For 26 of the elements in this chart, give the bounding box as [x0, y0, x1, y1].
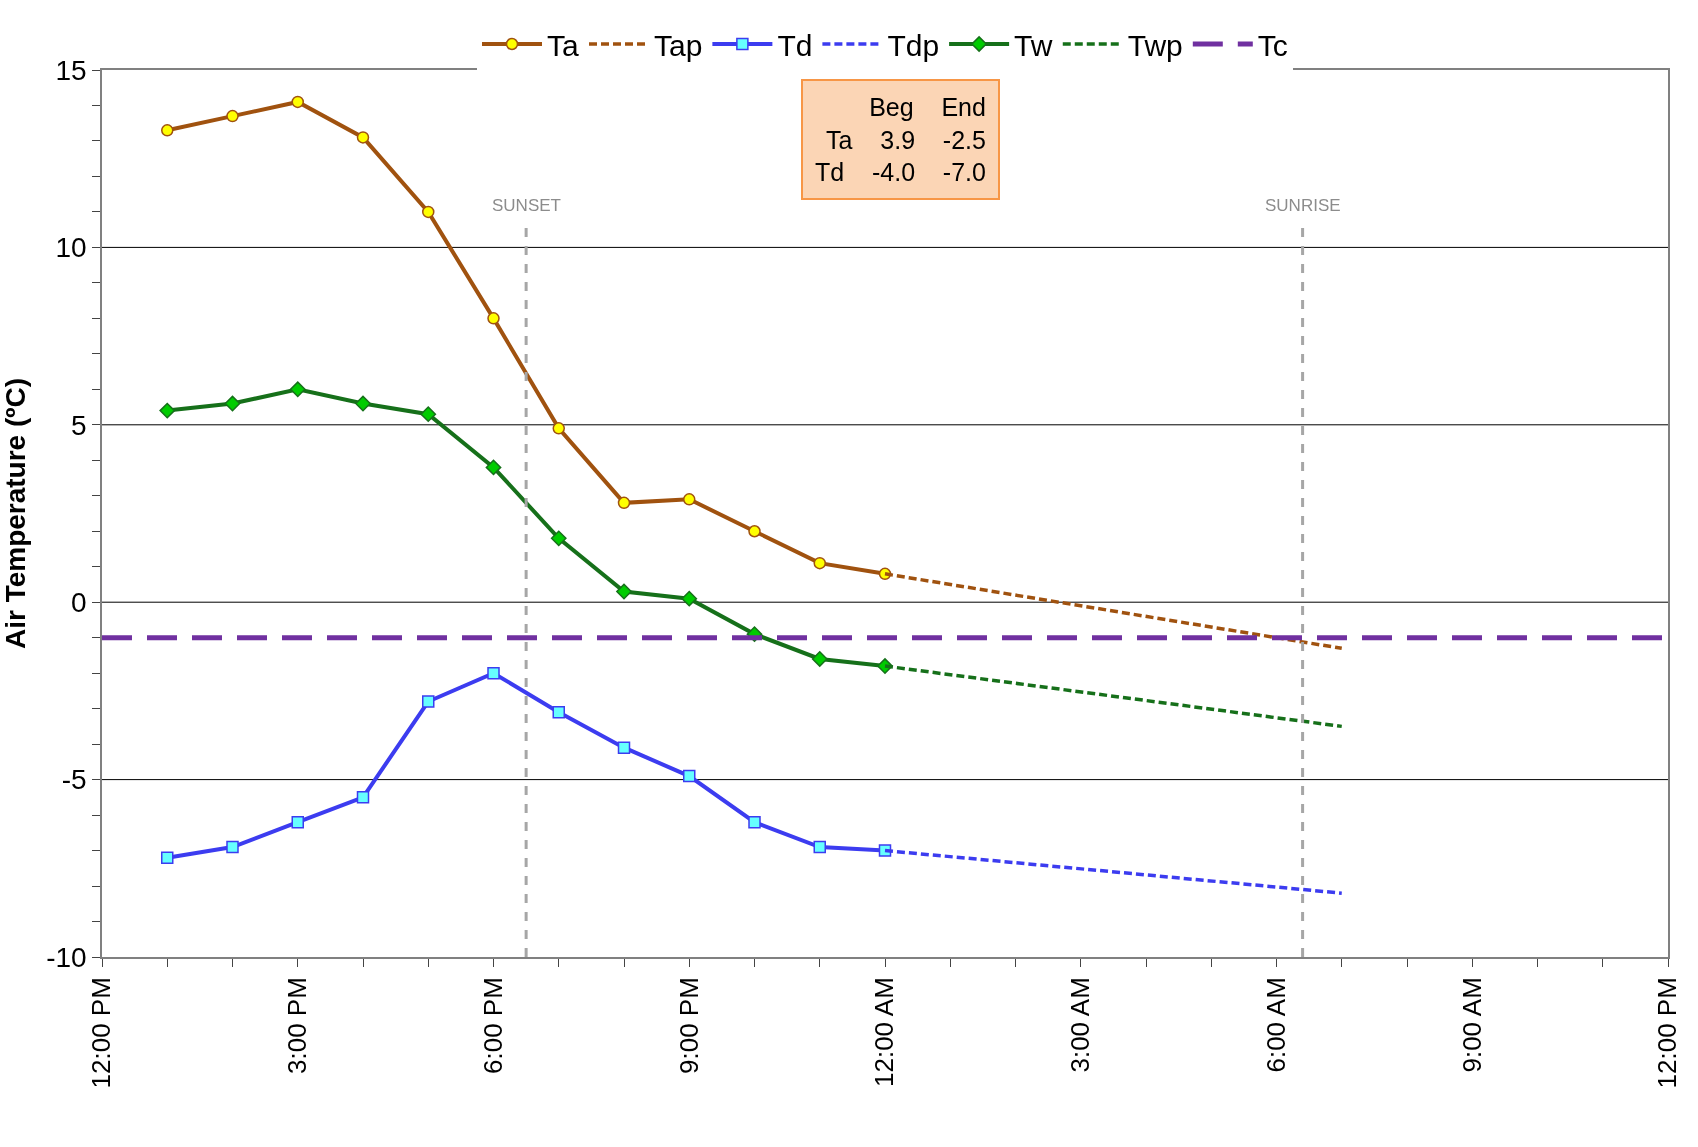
x-tick-label: 3:00 AM	[1065, 977, 1096, 1073]
legend-label: Tdp	[887, 28, 940, 62]
x-tick-label: 6:00 AM	[1260, 977, 1291, 1073]
y-tick-label: -10	[46, 941, 87, 973]
x-tick-label: 12:00 AM	[869, 977, 900, 1088]
ref-line-label: SUNSET	[492, 196, 561, 215]
y-tick-label: 0	[71, 587, 87, 618]
legend-label: Tap	[654, 28, 703, 62]
annotation: Beg End Ta 3.9 -2.5 Td -4.0 -7.0	[815, 93, 986, 186]
y-tick-label: 15	[55, 54, 87, 86]
y-axis-title: Air Temperature (ºC)	[0, 377, 31, 650]
y-tick-label: -5	[61, 764, 87, 796]
legend-label: Tc	[1257, 28, 1288, 62]
x-tick-label: 12:00 PM	[1652, 977, 1683, 1089]
legend-label: Td	[777, 28, 813, 62]
x-tick-label: 9:00 PM	[673, 977, 704, 1074]
legend-label: Tw	[1014, 28, 1053, 62]
x-tick-label: 6:00 PM	[477, 977, 508, 1074]
legend-label: Twp	[1127, 28, 1183, 62]
y-tick-label: 5	[71, 409, 87, 441]
x-tick-label: 3:00 PM	[282, 977, 313, 1074]
legend-label: Ta	[547, 28, 579, 62]
x-tick-label: 12:00 PM	[86, 977, 117, 1089]
y-tick-label: 10	[55, 232, 87, 264]
x-tick-label: 9:00 AM	[1456, 977, 1487, 1073]
ref-line-label: SUNRISE	[1265, 196, 1341, 215]
